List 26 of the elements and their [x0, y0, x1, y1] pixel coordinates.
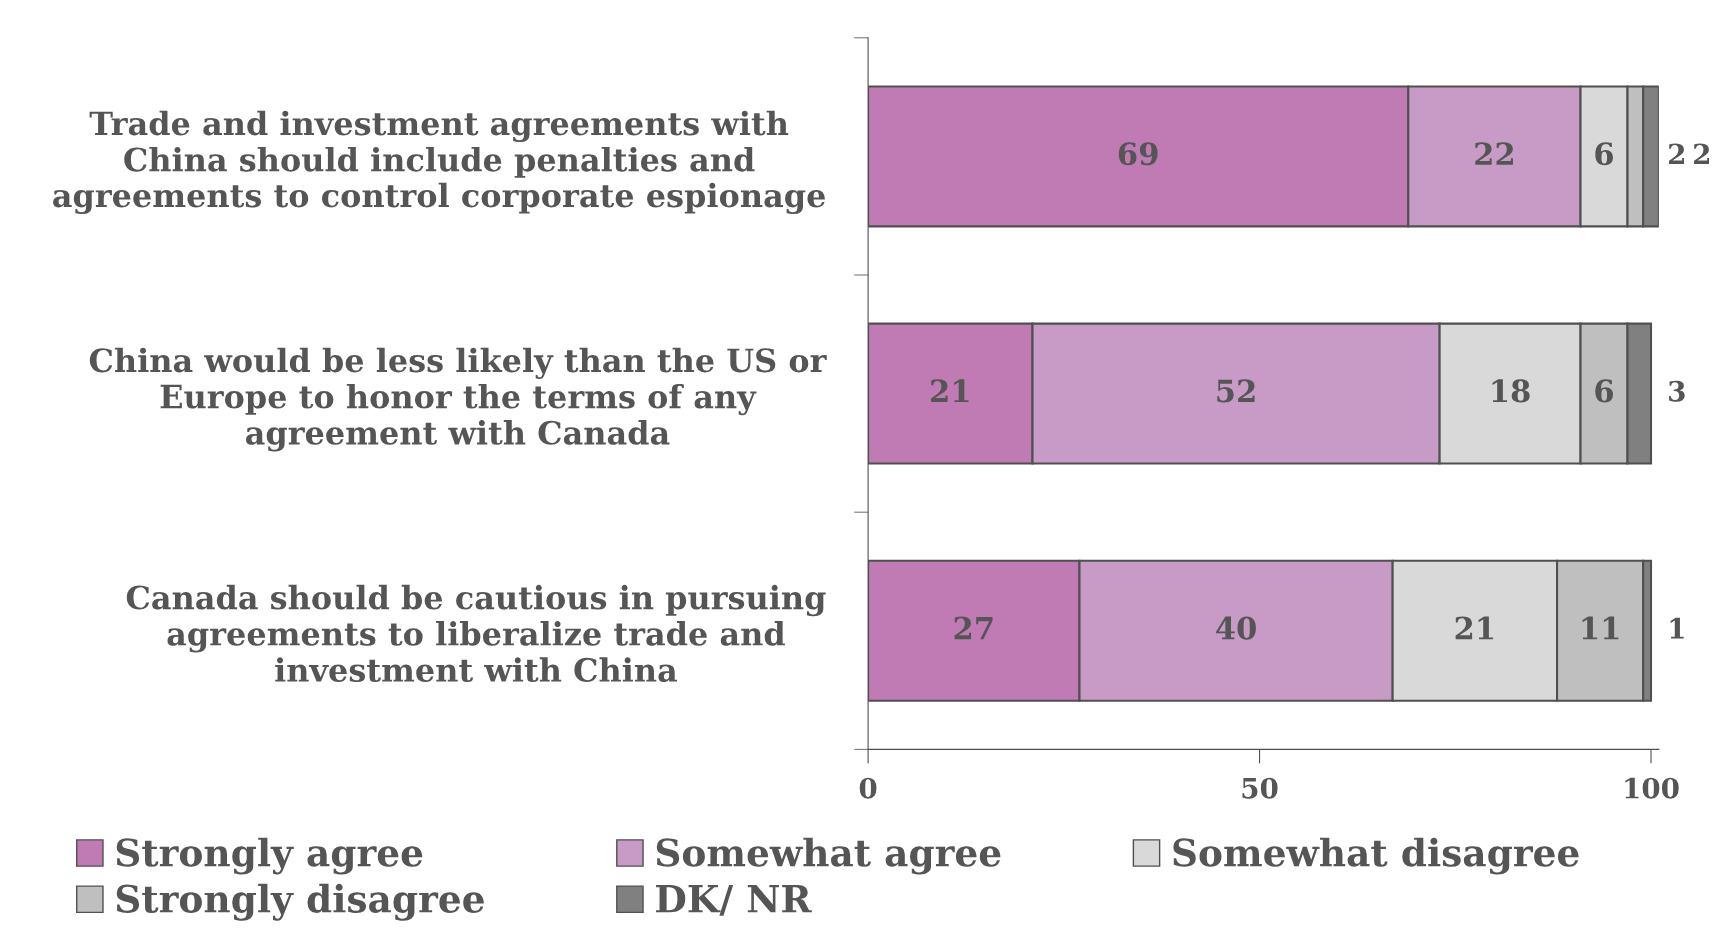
y-tick-label: Trade and investment agreements with China should include penalties and agreements to control corporate espionage	[53, 110, 825, 215]
data-label: 2	[1669, 143, 1684, 165]
legend-label: Somewhat agree	[656, 837, 1001, 875]
data-label: 52	[1217, 379, 1255, 403]
x-tick-label: 0	[859, 777, 877, 799]
legend-label: Strongly agree	[116, 837, 423, 875]
data-label: 11	[1582, 616, 1619, 640]
data-label: 18	[1492, 379, 1530, 403]
data-label: 40	[1216, 616, 1256, 640]
data-label: 2	[1694, 143, 1709, 165]
data-label: 21	[1455, 616, 1494, 640]
legend-label: DK/ NR	[656, 885, 812, 916]
data-label: 6	[1595, 142, 1614, 166]
data-label: 1	[1670, 617, 1684, 639]
legend-label: Somewhat disagree	[1173, 837, 1579, 875]
x-tick-label: 50	[1242, 777, 1278, 799]
data-label: 3	[1669, 380, 1685, 402]
y-tick-label: China would be less likely than the US or Europe to honor the terms of any agreement with Canada	[89, 347, 827, 452]
data-label: 6	[1595, 379, 1614, 403]
legend-label: Strongly disagree	[116, 883, 484, 921]
data-label: 27	[954, 616, 993, 640]
data-label: 21	[931, 379, 969, 403]
y-tick-label: Canada should be cautious in pursuing agreements to liberalize trade and investment with China	[126, 584, 826, 683]
x-tick-label: 100	[1625, 777, 1679, 799]
data-label: 69	[1118, 142, 1158, 166]
data-label: 22	[1475, 142, 1513, 165]
